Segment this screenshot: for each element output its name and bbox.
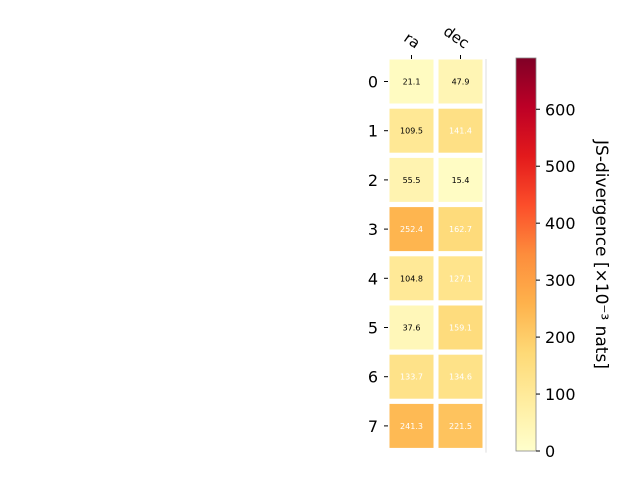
row-tick-label: 3 [368, 220, 378, 239]
heatmap-cell [388, 353, 435, 400]
colorbar-tick-label: 0 [545, 442, 555, 461]
colorbar-tick-label: 500 [545, 157, 576, 176]
column-tick-label: ra [401, 29, 424, 53]
column-tick-label: dec [440, 22, 472, 52]
colorbar-tick-label: 300 [545, 271, 576, 290]
heatmap-cell [388, 304, 435, 351]
colorbar: 0 100 200 300 400 500 600 JS-divergence [×10⁻³ … [515, 57, 611, 461]
heatmap-cell [437, 402, 484, 449]
cell-value-label: 109.5 [400, 127, 423, 136]
cell-value-label: 162.7 [449, 225, 472, 234]
heatmap-cell [388, 107, 435, 154]
cell-value-label: 159.1 [449, 324, 472, 333]
heatmap-cell [437, 353, 484, 400]
heatmap-cell [437, 58, 484, 105]
cell-value-label: 15.4 [452, 176, 470, 185]
cell-value-label: 47.9 [452, 78, 470, 87]
row-tick-label: 0 [368, 73, 378, 92]
cell-value-label: 221.5 [449, 422, 472, 431]
cell-value-label: 133.7 [400, 373, 423, 382]
heatmap-cell [437, 156, 484, 203]
cell-value-label: 21.1 [403, 78, 421, 87]
cell-value-label: 134.6 [449, 373, 472, 382]
cell-value-label: 55.5 [403, 176, 421, 185]
cell-value-label: 104.8 [400, 274, 423, 283]
colorbar-label: JS-divergence [×10⁻³ nats] [591, 139, 611, 369]
row-tick-label: 1 [368, 122, 378, 141]
colorbar-tick-label: 400 [545, 214, 576, 233]
heatmap-cells: 21.1 47.9 109.5 141.4 55.5 15.4 252.4 162.7 104.… [388, 58, 484, 449]
heatmap-cell [437, 304, 484, 351]
row-tick-label: 7 [368, 417, 378, 436]
row-tick-label: 2 [368, 171, 378, 190]
row-tick-label: 5 [368, 319, 378, 338]
heatmap-cell [388, 206, 435, 253]
heatmap-cell [388, 255, 435, 302]
cell-value-label: 127.1 [449, 274, 472, 283]
heatmap-cell [437, 107, 484, 154]
cell-value-label: 37.6 [403, 324, 421, 333]
cell-value-label: 141.4 [449, 127, 472, 136]
colorbar-tick-label: 600 [545, 100, 576, 119]
cell-value-label: 252.4 [400, 225, 423, 234]
heatmap-cell [437, 255, 484, 302]
colorbar-gradient [515, 57, 537, 452]
heatmap-cell [388, 402, 435, 449]
heatmap-cell [437, 206, 484, 253]
heatmap-cell [388, 58, 435, 105]
cell-value-label: 241.3 [400, 422, 423, 431]
heatmap-cell [388, 156, 435, 203]
colorbar-tick-label: 100 [545, 385, 576, 404]
row-tick-label: 4 [368, 269, 378, 288]
colorbar-tick-label: 200 [545, 328, 576, 347]
row-tick-label: 6 [368, 368, 378, 387]
